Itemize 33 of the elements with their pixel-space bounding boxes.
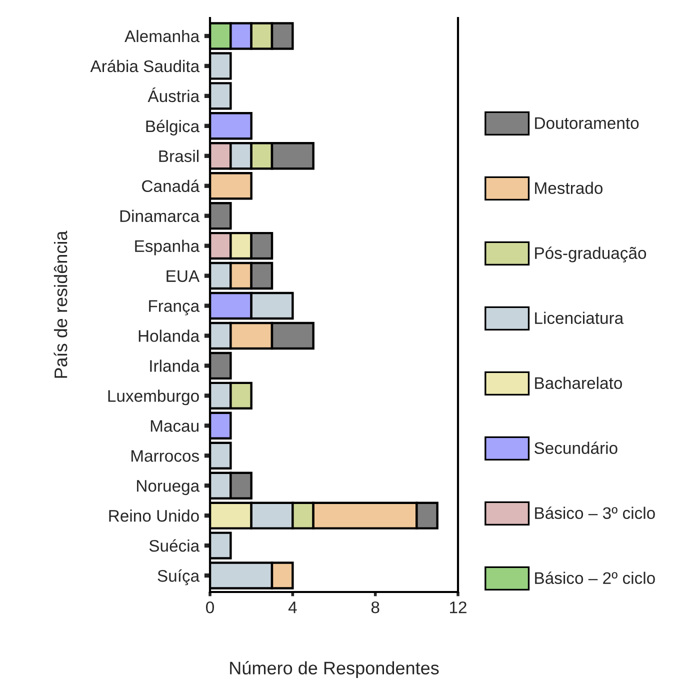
x-tick-label: 12 [450,601,466,614]
y-tick-label: Luxemburgo [108,390,199,406]
legend-label: Pós-graduação [535,246,646,262]
y-tick-label: Áustria [148,88,200,102]
y-tick-label: Canadá [142,180,200,192]
y-tick-label: Alemanha [124,30,200,42]
legend-label: Básico – 2º ciclo [535,572,655,584]
y-tick-label: Bélgica [146,120,200,136]
y-tick-label: França [149,300,200,316]
y-tick-label: Macau [150,420,198,432]
y-tick-label: EUA [166,270,200,282]
legend-label: Básico – 3º ciclo [535,506,655,519]
legend-label: Mestrado [535,182,603,194]
legend-label: Bacharelato [535,376,622,389]
y-tick-label: Holanda [138,330,200,342]
y-tick-label: Suécia [149,539,200,552]
legend-label: Doutoramento [535,117,639,129]
y-tick-label: Marrocos [131,450,199,462]
x-tick-label: 4 [288,602,297,614]
y-tick-label: Suíça [158,569,200,586]
y-axis-title: País de residência [54,230,68,378]
y-tick-label: Irlanda [150,360,200,372]
x-tick-label: 8 [371,601,380,614]
y-tick-label: Noruega [137,480,200,496]
y-tick-label: Espanha [135,240,200,256]
legend-label: Licenciatura [535,312,624,324]
y-tick-label: Arábia Saudita [90,60,200,72]
x-axis-title: Número de Respondentes [230,661,439,678]
y-tick-label: Dinamarca [120,210,200,222]
legend-label: Secundário [534,442,618,454]
y-tick-label: Reino Unido [109,510,199,522]
y-tick-label: Brasil [159,150,198,162]
x-tick-label: 0 [206,601,214,614]
